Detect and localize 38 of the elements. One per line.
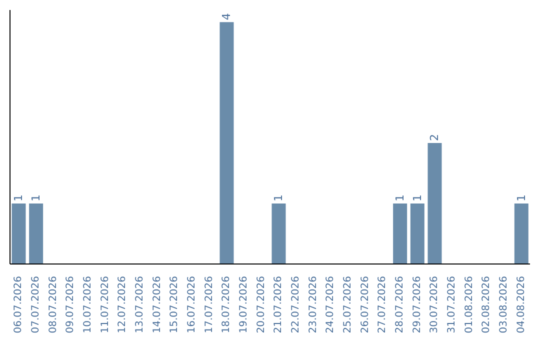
x-tick-label: 16.07.2026 [186,276,198,334]
data-label: 1 [12,194,26,202]
x-tick-label: 21.07.2026 [273,276,284,334]
x-tick-label: 06.07.2026 [13,276,24,334]
data-label: 4 [220,13,234,20]
x-tick-label: 14.07.2026 [152,276,163,334]
x-tick-label: 28.07.2026 [394,276,406,334]
data-label: 1 [272,194,286,202]
x-tick-label: 20.07.2026 [256,276,267,334]
x-tick-label: 02.08.2026 [481,276,492,334]
x-tick-label: 27.07.2026 [377,276,388,334]
x-tick-label: 23.07.2026 [308,276,319,334]
data-label: 2 [428,134,442,142]
data-label: 1 [410,194,424,202]
x-tick-label: 09.07.2026 [65,276,76,334]
x-tick-label: 11.07.2026 [100,276,111,334]
x-tick-label: 29.07.2026 [412,276,423,334]
x-tick-label: 18.07.2026 [221,276,232,334]
data-label: 1 [514,194,528,202]
data-label: 1 [394,194,407,202]
data-label: 1 [30,194,43,202]
x-tick-label: 19.07.2026 [238,276,250,334]
x-tick-label: 17.07.2026 [204,276,215,334]
x-tick-label: 24.07.2026 [325,276,336,334]
x-tick-label: 04.08.2026 [516,276,527,334]
x-tick-label: 31.07.2026 [446,276,458,334]
x-tick-label: 30.07.2026 [429,276,440,334]
x-tick-label: 15.07.2026 [169,276,180,334]
x-tick-label: 08.07.2026 [48,276,59,334]
x-tick-label: 13.07.2026 [134,276,146,334]
x-tick-label: 12.07.2026 [117,276,128,334]
x-tick-label: 25.07.2026 [342,276,354,334]
x-tick-label: 03.08.2026 [498,276,510,334]
x-tick-label: 26.07.2026 [360,276,371,334]
x-tick-label: 10.07.2026 [82,276,94,334]
x-tick-label: 22.07.2026 [290,276,302,334]
x-tick-label: 01.08.2026 [464,276,475,334]
x-tick-label: 07.07.2026 [30,276,42,334]
